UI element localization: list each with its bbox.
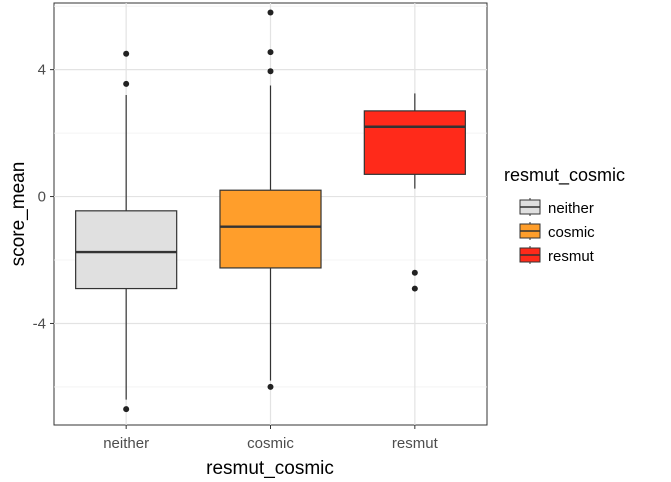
outlier-point <box>267 49 274 56</box>
outlier-point <box>267 383 274 390</box>
iqr-box <box>75 210 178 290</box>
legend-label: resmut <box>548 248 595 265</box>
legend: resmut_cosmic neither cosmic resmut <box>504 165 625 265</box>
legend-title: resmut_cosmic <box>504 165 625 186</box>
outlier-point <box>123 406 130 413</box>
legend-item-neither: neither <box>519 198 594 217</box>
outlier-point <box>411 285 418 292</box>
x-axis: neither cosmic resmut <box>103 425 439 452</box>
outlier-point <box>411 269 418 276</box>
y-tick-label: 0 <box>38 189 46 206</box>
x-tick-label: resmut <box>392 435 439 452</box>
iqr-box <box>219 189 322 269</box>
box-neither <box>75 50 178 413</box>
y-axis: -4 0 4 <box>33 62 54 332</box>
boxes <box>75 9 466 413</box>
x-axis-title: resmut_cosmic <box>206 458 334 479</box>
outlier-point <box>267 68 274 75</box>
x-tick-label: cosmic <box>247 435 294 452</box>
outlier-point <box>123 80 130 87</box>
outlier-point <box>267 9 274 16</box>
legend-label: cosmic <box>548 224 595 241</box>
y-axis-title: score_mean <box>8 162 29 267</box>
box-resmut <box>363 93 466 292</box>
box-cosmic <box>219 9 322 390</box>
x-tick-label: neither <box>103 435 149 452</box>
legend-item-resmut: resmut <box>519 246 595 265</box>
legend-item-cosmic: cosmic <box>519 222 595 241</box>
legend-label: neither <box>548 200 594 217</box>
iqr-box <box>363 110 466 175</box>
y-tick-label: 4 <box>38 62 46 79</box>
y-tick-label: -4 <box>33 315 46 332</box>
outlier-point <box>123 50 130 57</box>
